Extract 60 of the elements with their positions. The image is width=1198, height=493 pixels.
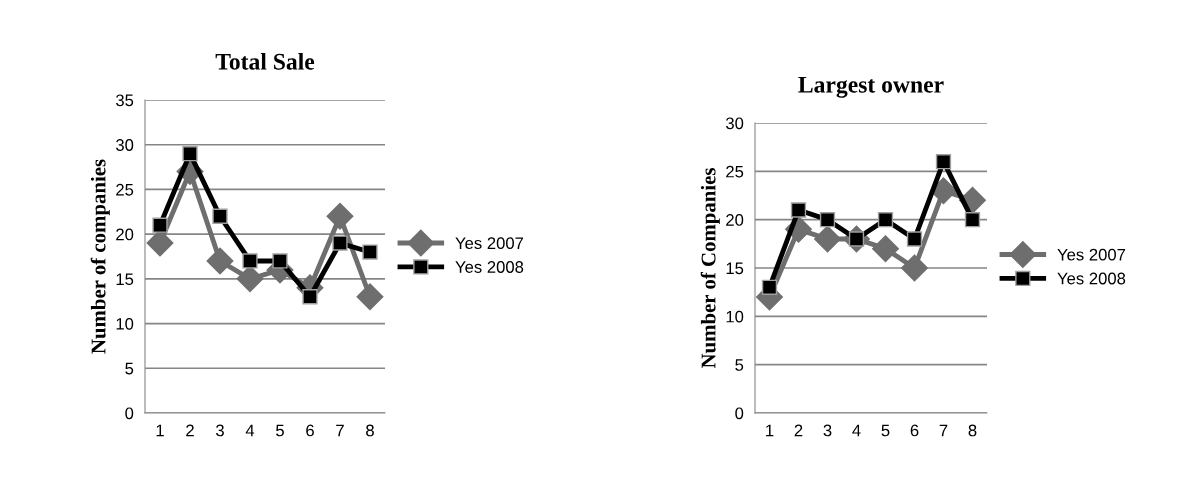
x-tick-label: 8 [366, 424, 374, 437]
x-tick-label: 2 [186, 424, 194, 437]
y-tick-label: 0 [125, 407, 134, 420]
point [272, 253, 288, 269]
x-tick-label: 3 [216, 424, 224, 437]
point [152, 217, 168, 233]
legend-label: Yes 2008 [1057, 272, 1126, 285]
y-tick-label: 5 [735, 359, 744, 371]
point [877, 212, 894, 228]
x-tick-label: 6 [306, 424, 314, 437]
point [814, 225, 841, 253]
x-tick-label: 4 [852, 424, 861, 437]
y-tick-label: 5 [125, 362, 134, 375]
legend-label: Yes 2007 [1057, 248, 1126, 261]
y-axis-title: Number of companies [90, 159, 110, 354]
point [212, 208, 228, 224]
chart-title: Largest owner [798, 76, 944, 98]
legend-label: Yes 2008 [455, 261, 524, 273]
point [356, 283, 384, 311]
y-tick-label: 30 [115, 139, 134, 151]
x-tick-label: 4 [245, 424, 255, 437]
point [872, 235, 899, 263]
point [761, 279, 778, 295]
y-tick-label: 15 [116, 273, 134, 286]
point [906, 231, 923, 247]
point [332, 235, 348, 251]
y-tick-label: 15 [726, 262, 744, 275]
y-tick-label: 10 [116, 317, 134, 330]
y-tick-label: 0 [735, 407, 744, 420]
x-tick-label: 3 [823, 424, 832, 437]
x-tick-label: 7 [336, 424, 344, 437]
point [242, 253, 258, 269]
chart-title: Total Sale [215, 53, 315, 70]
y-tick-label: 20 [726, 214, 744, 226]
point [362, 244, 378, 260]
x-tick-label: 5 [276, 424, 284, 437]
point [790, 202, 807, 218]
point [901, 254, 928, 282]
point [182, 146, 198, 162]
y-tick-label: 25 [116, 183, 134, 196]
y-tick-label: 30 [725, 117, 744, 130]
y-tick-label: 35 [115, 94, 134, 107]
x-tick-label: 7 [939, 424, 948, 437]
x-tick-label: 6 [910, 424, 919, 437]
point [206, 247, 234, 275]
y-axis-title: Number of Companies [700, 168, 720, 369]
point [819, 212, 836, 228]
point [935, 154, 952, 170]
point [326, 202, 354, 230]
point [964, 212, 981, 228]
x-tick-label: 1 [156, 424, 164, 437]
x-tick-label: 5 [881, 424, 890, 437]
x-tick-label: 8 [968, 424, 977, 437]
y-tick-label: 10 [726, 310, 744, 323]
point [302, 289, 318, 305]
y-tick-label: 20 [116, 228, 134, 241]
x-tick-label: 2 [794, 424, 803, 437]
y-tick-label: 25 [726, 165, 744, 178]
legend-label: Yes 2007 [455, 237, 524, 250]
x-tick-label: 1 [766, 424, 774, 437]
